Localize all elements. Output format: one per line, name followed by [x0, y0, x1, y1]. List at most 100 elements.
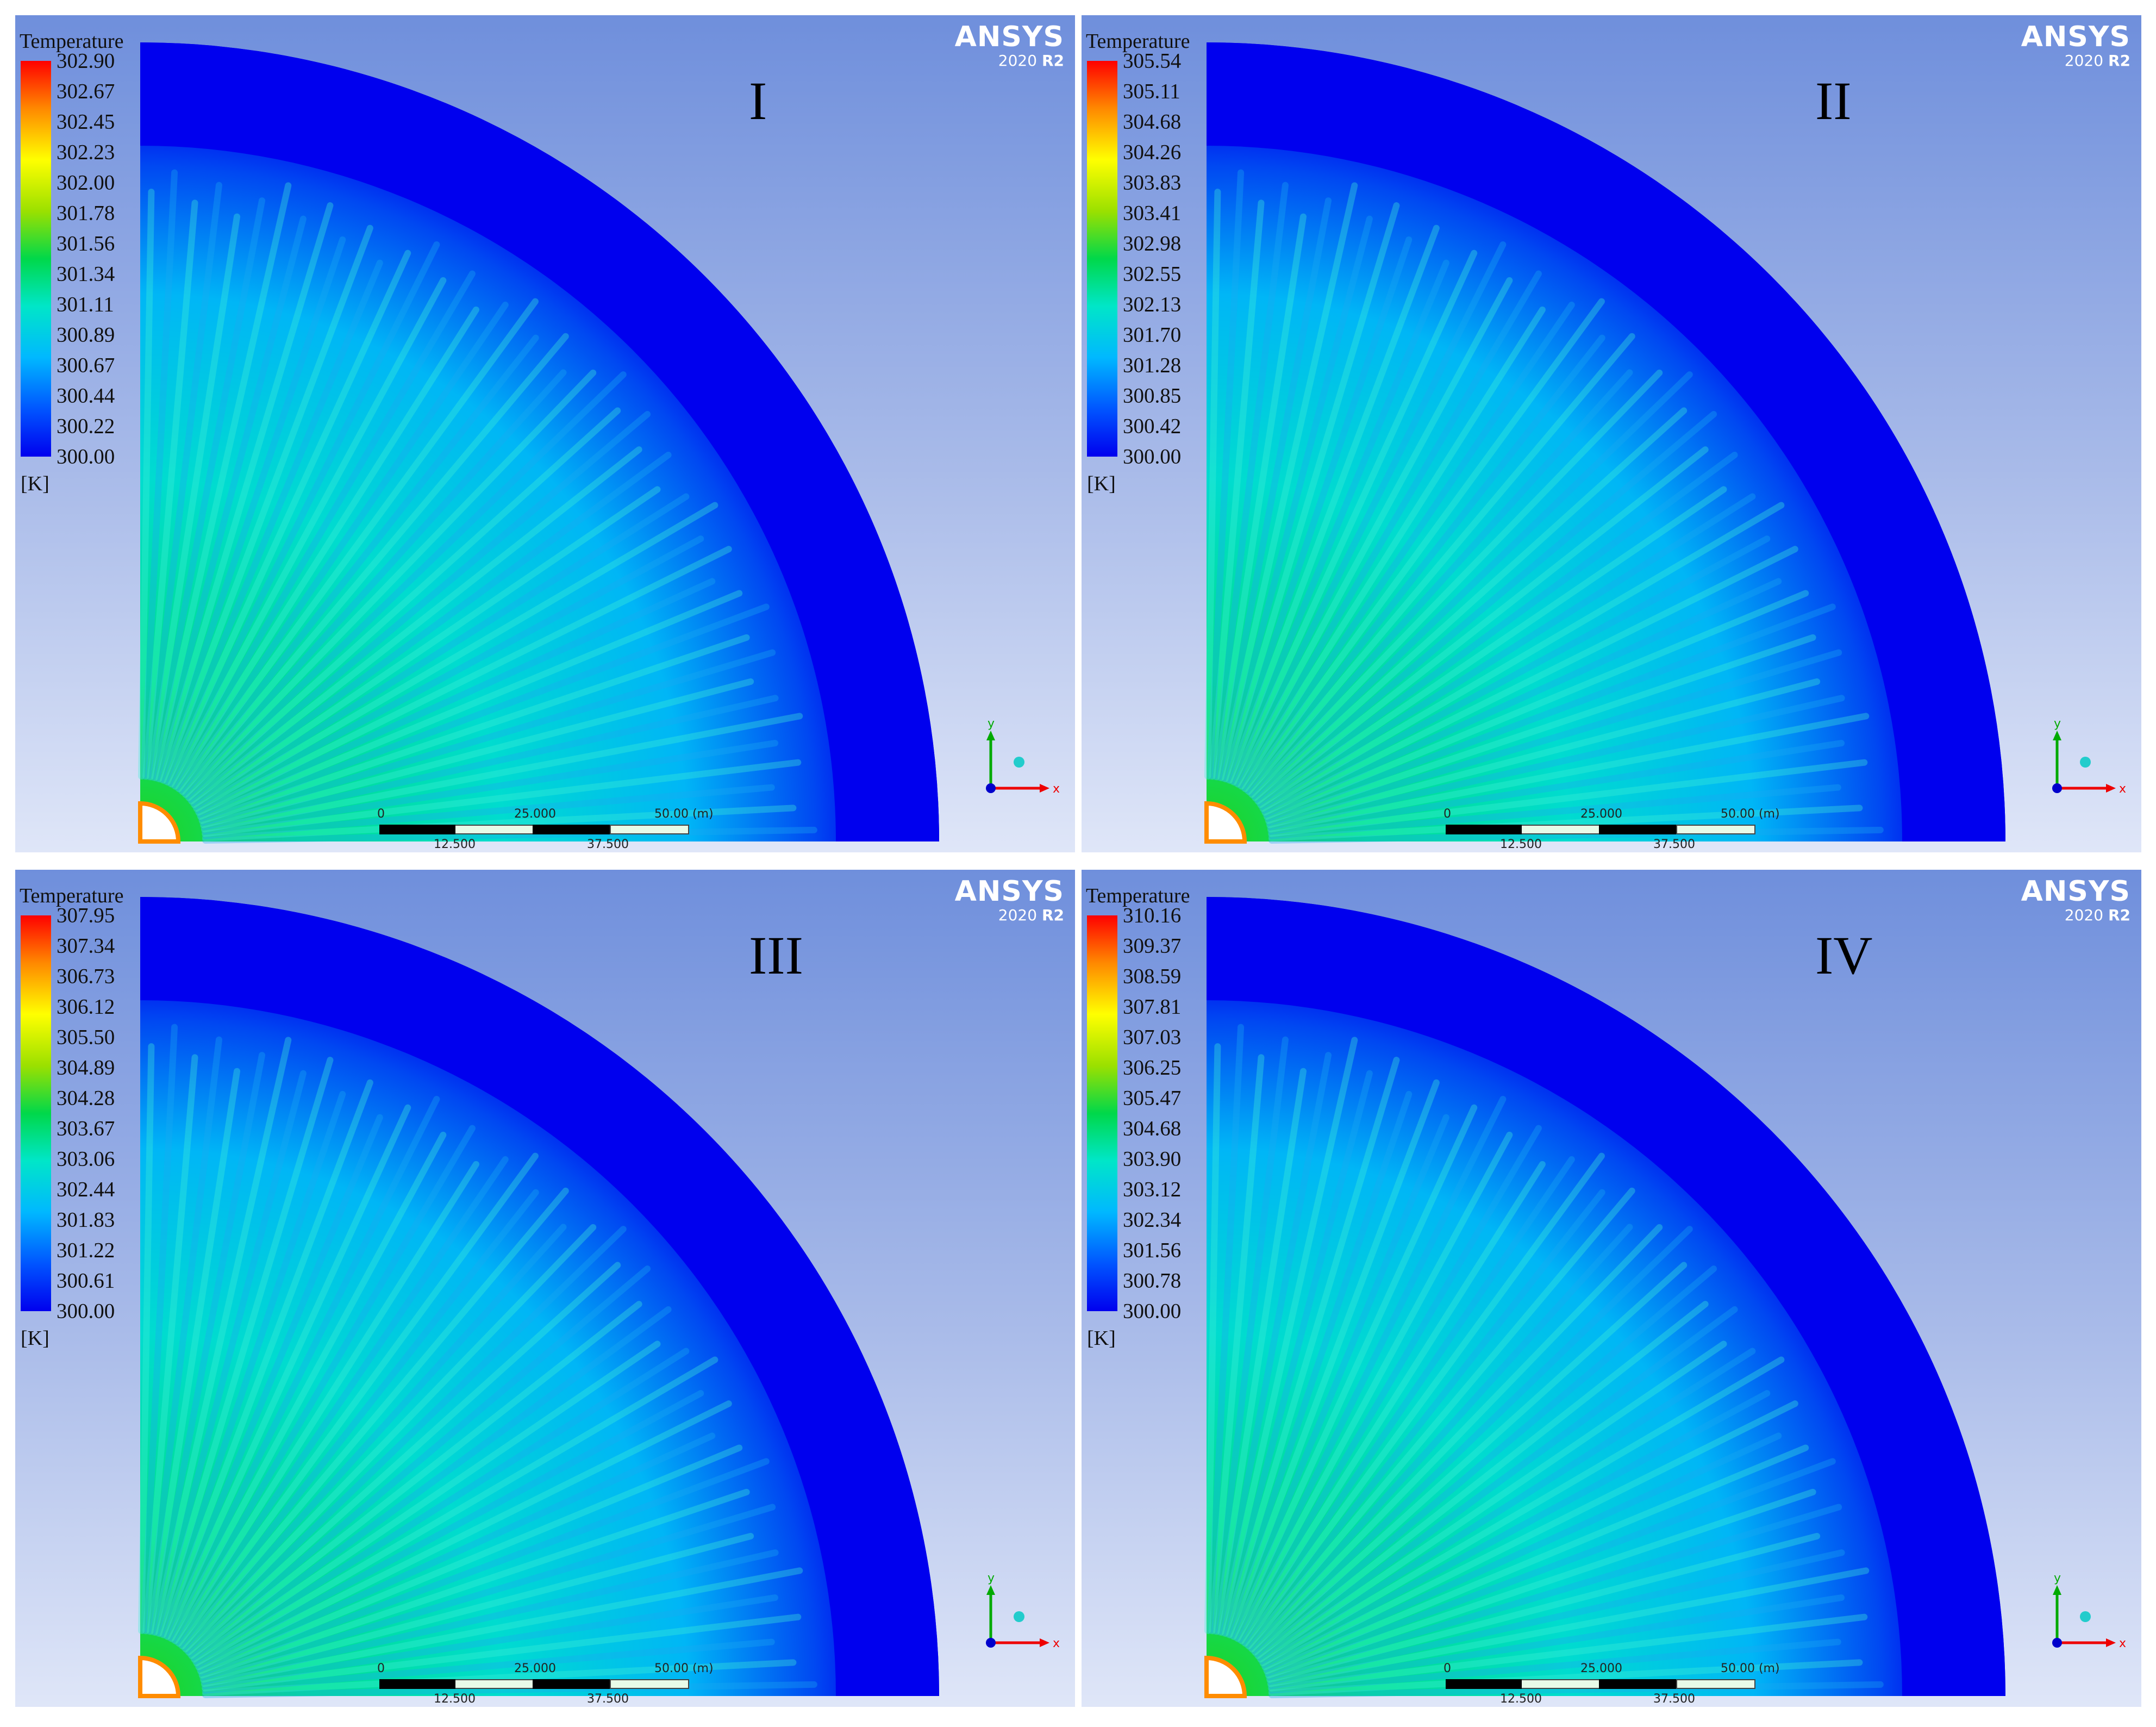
- radial-streak: [200, 678, 754, 828]
- radial-streak: [1213, 1068, 1307, 1635]
- scale-segment: [610, 1679, 689, 1689]
- radial-streak: [1211, 182, 1289, 780]
- radial-streak: [1254, 1301, 1709, 1659]
- radial-streak: [195, 1400, 732, 1670]
- radial-streak: [188, 1301, 642, 1659]
- radial-streak: [138, 1043, 155, 1635]
- radial-streak: [1267, 1594, 1845, 1689]
- scale-label-12-5: 12.500: [434, 1692, 476, 1706]
- legend-tick-label: 300.22: [57, 414, 115, 438]
- legend-unit: [K]: [1087, 472, 1116, 495]
- radial-streak: [160, 225, 373, 784]
- radial-streak: [1230, 250, 1478, 785]
- legend-tick-label: 303.90: [1123, 1147, 1182, 1171]
- radial-streak: [1266, 1532, 1821, 1683]
- radial-streak: [202, 1659, 797, 1696]
- x-arrowhead-icon: [1040, 784, 1049, 793]
- radial-streak: [149, 197, 266, 781]
- y-arrowhead-icon: [2053, 731, 2061, 740]
- radial-streak: [185, 407, 621, 801]
- radial-streak: [1226, 225, 1440, 784]
- legend-ticks: 307.95 307.34 306.73 306.12 305.50 304.89 304.…: [57, 904, 138, 1323]
- radial-streak: [191, 486, 661, 808]
- radial-streak: [1215, 1052, 1332, 1636]
- radial-streak: [1236, 1125, 1542, 1643]
- inner-heated-boundary: [1204, 1655, 1247, 1698]
- radial-streaks: [1204, 169, 1884, 844]
- scale-segment: [455, 825, 533, 834]
- radial-streak: [1247, 1224, 1633, 1651]
- radial-streak: [1213, 213, 1307, 781]
- legend-ticks: 310.16 309.37 308.59 307.81 307.03 306.25 305.…: [1123, 904, 1204, 1323]
- radial-streak: [200, 1532, 754, 1683]
- legend-unit: [K]: [21, 1327, 49, 1350]
- brand-year: 2020: [998, 906, 1038, 924]
- radial-streak: [1241, 1152, 1605, 1647]
- inner-heated-boundary: [138, 1655, 181, 1698]
- radial-streak: [1217, 1037, 1358, 1636]
- radial-streak: [1268, 1681, 1884, 1698]
- radial-streak: [1253, 1265, 1717, 1657]
- legend-tick-label: 307.03: [1123, 1025, 1182, 1049]
- radial-streak: [1261, 546, 1798, 816]
- scale-label-37-5: 37.500: [1653, 1692, 1695, 1706]
- radial-streak: [151, 1037, 292, 1636]
- outer-cold-band: [140, 42, 939, 841]
- quarter-disc-domain: [140, 42, 939, 841]
- x-arrowhead-icon: [2106, 1638, 2116, 1647]
- contour-panel-3: Temperature 307.95 307.34 306.73 306.12 305.…: [15, 870, 1075, 1707]
- radial-streak: [1264, 603, 1836, 822]
- scale-label-25: 25.000: [514, 807, 556, 821]
- radial-streak: [195, 546, 732, 816]
- radial-streak: [180, 369, 567, 796]
- radial-streak: [158, 1090, 346, 1638]
- radial-streak: [158, 236, 346, 783]
- legend-tick-label: 306.25: [1123, 1056, 1182, 1080]
- panel-label: II: [1815, 71, 1852, 131]
- brand-year: 2020: [998, 52, 1038, 70]
- radial-streak: [196, 1432, 716, 1673]
- scale-segment: [1446, 1679, 1522, 1689]
- radial-streak: [199, 1504, 776, 1681]
- radial-streak: [1234, 277, 1513, 788]
- legend-tick-label: 301.78: [57, 201, 115, 225]
- y-axis-label: y: [2054, 1572, 2061, 1585]
- radial-streak: [1253, 411, 1717, 803]
- radial-streak: [1207, 169, 1245, 780]
- radial-streak: [196, 578, 716, 818]
- radial-streak: [1217, 182, 1358, 781]
- scale-label-50: 50.00 (m): [1721, 807, 1780, 821]
- scale-label-37-5: 37.500: [1653, 838, 1695, 851]
- radial-streak: [138, 189, 155, 780]
- radial-streak: [147, 1068, 241, 1635]
- radial-streak: [1228, 1114, 1449, 1639]
- scale-segment: [379, 1679, 455, 1689]
- axis-triad: y x: [2052, 717, 2126, 796]
- scale-segment: [379, 825, 455, 834]
- brand-name: ANSYS: [954, 875, 1064, 908]
- radial-streak: [173, 1156, 509, 1645]
- legend-title: Temperature: [20, 30, 124, 53]
- scale-label-37-5: 37.500: [587, 1692, 629, 1706]
- radial-streak: [189, 451, 672, 807]
- axis-triad: y x: [986, 717, 1060, 796]
- radial-streak: [184, 371, 627, 800]
- brand-version: 2020 R2: [955, 908, 1064, 923]
- scale-label-25: 25.000: [1580, 807, 1622, 821]
- scale-segment: [533, 825, 610, 834]
- radial-streak: [1265, 1488, 1816, 1679]
- ansys-brand: ANSYS 2020 R2: [955, 23, 1064, 68]
- radial-streak: [170, 1125, 476, 1643]
- legend-ticks: 302.90 302.67 302.45 302.23 302.00 301.78 301.…: [57, 49, 138, 469]
- y-arrowhead-icon: [2053, 1585, 2061, 1595]
- scale-segment: [610, 825, 689, 834]
- brand-year: 2020: [2064, 52, 2104, 70]
- radial-streak: [202, 784, 775, 839]
- radial-streak: [1268, 759, 1868, 837]
- scale-label-12-5: 12.500: [1500, 838, 1542, 851]
- radial-streak: [192, 493, 690, 810]
- radial-streak: [1268, 784, 1841, 839]
- origin-dot-icon: [2052, 1638, 2062, 1648]
- quarter-disc-domain: [1207, 897, 2005, 1696]
- brand-release: R2: [2108, 52, 2130, 70]
